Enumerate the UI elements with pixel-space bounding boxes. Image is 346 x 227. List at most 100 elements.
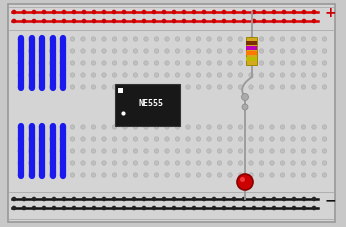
- Circle shape: [133, 74, 138, 78]
- Circle shape: [49, 125, 54, 130]
- Circle shape: [182, 207, 185, 210]
- Circle shape: [280, 74, 285, 78]
- Circle shape: [102, 125, 106, 130]
- Circle shape: [270, 137, 274, 142]
- Circle shape: [52, 207, 56, 210]
- Circle shape: [22, 197, 26, 201]
- Circle shape: [292, 11, 295, 15]
- Circle shape: [259, 85, 264, 90]
- Circle shape: [217, 149, 222, 153]
- Circle shape: [280, 38, 285, 42]
- Circle shape: [70, 173, 75, 178]
- Circle shape: [18, 161, 22, 165]
- Circle shape: [207, 149, 211, 153]
- Circle shape: [70, 125, 75, 130]
- Circle shape: [272, 11, 276, 15]
- Circle shape: [252, 11, 256, 15]
- Circle shape: [102, 62, 106, 66]
- Circle shape: [301, 62, 306, 66]
- Circle shape: [122, 20, 126, 24]
- Circle shape: [243, 207, 246, 210]
- Circle shape: [228, 173, 232, 178]
- Circle shape: [165, 62, 169, 66]
- Circle shape: [228, 125, 232, 130]
- Circle shape: [301, 161, 306, 165]
- Circle shape: [22, 207, 26, 210]
- Circle shape: [82, 11, 85, 15]
- Circle shape: [154, 85, 159, 90]
- Circle shape: [81, 62, 85, 66]
- Circle shape: [222, 11, 226, 15]
- Circle shape: [207, 38, 211, 42]
- Circle shape: [186, 137, 190, 142]
- Circle shape: [133, 20, 136, 24]
- Circle shape: [249, 161, 253, 165]
- Circle shape: [186, 49, 190, 54]
- Circle shape: [249, 149, 253, 153]
- Circle shape: [222, 207, 226, 210]
- Circle shape: [28, 62, 33, 66]
- Circle shape: [112, 173, 117, 178]
- Circle shape: [301, 149, 306, 153]
- Circle shape: [133, 137, 138, 142]
- Circle shape: [322, 173, 327, 178]
- Circle shape: [39, 74, 43, 78]
- Circle shape: [291, 74, 295, 78]
- Circle shape: [207, 161, 211, 165]
- Circle shape: [322, 125, 327, 130]
- Circle shape: [259, 149, 264, 153]
- Circle shape: [60, 137, 64, 142]
- Circle shape: [280, 161, 285, 165]
- Circle shape: [312, 137, 316, 142]
- Circle shape: [91, 85, 96, 90]
- Circle shape: [18, 85, 22, 90]
- Circle shape: [70, 62, 75, 66]
- Circle shape: [165, 85, 169, 90]
- Circle shape: [302, 20, 306, 24]
- Circle shape: [102, 173, 106, 178]
- Circle shape: [165, 149, 169, 153]
- Circle shape: [28, 38, 33, 42]
- Circle shape: [39, 49, 43, 54]
- Circle shape: [238, 74, 243, 78]
- Circle shape: [196, 149, 201, 153]
- Circle shape: [123, 173, 127, 178]
- Circle shape: [60, 49, 64, 54]
- Circle shape: [322, 74, 327, 78]
- Circle shape: [39, 149, 43, 153]
- Circle shape: [259, 62, 264, 66]
- Circle shape: [202, 20, 206, 24]
- Circle shape: [91, 173, 96, 178]
- Circle shape: [291, 38, 295, 42]
- Circle shape: [49, 38, 54, 42]
- Circle shape: [196, 161, 201, 165]
- Circle shape: [252, 197, 256, 201]
- Circle shape: [233, 11, 236, 15]
- Circle shape: [49, 149, 54, 153]
- Circle shape: [280, 125, 285, 130]
- Circle shape: [112, 137, 117, 142]
- Circle shape: [60, 74, 64, 78]
- Circle shape: [249, 62, 253, 66]
- Circle shape: [49, 49, 54, 54]
- Circle shape: [81, 125, 85, 130]
- Circle shape: [43, 197, 46, 201]
- Circle shape: [186, 125, 190, 130]
- Circle shape: [186, 62, 190, 66]
- Circle shape: [233, 20, 236, 24]
- Circle shape: [322, 137, 327, 142]
- Circle shape: [207, 137, 211, 142]
- Circle shape: [144, 161, 148, 165]
- Circle shape: [282, 11, 285, 15]
- Circle shape: [102, 38, 106, 42]
- Circle shape: [228, 85, 232, 90]
- Circle shape: [280, 85, 285, 90]
- Bar: [246, 47, 257, 51]
- Circle shape: [152, 197, 156, 201]
- Circle shape: [217, 137, 222, 142]
- Circle shape: [312, 49, 316, 54]
- Circle shape: [154, 137, 159, 142]
- Circle shape: [165, 125, 169, 130]
- Circle shape: [102, 11, 106, 15]
- Circle shape: [207, 173, 211, 178]
